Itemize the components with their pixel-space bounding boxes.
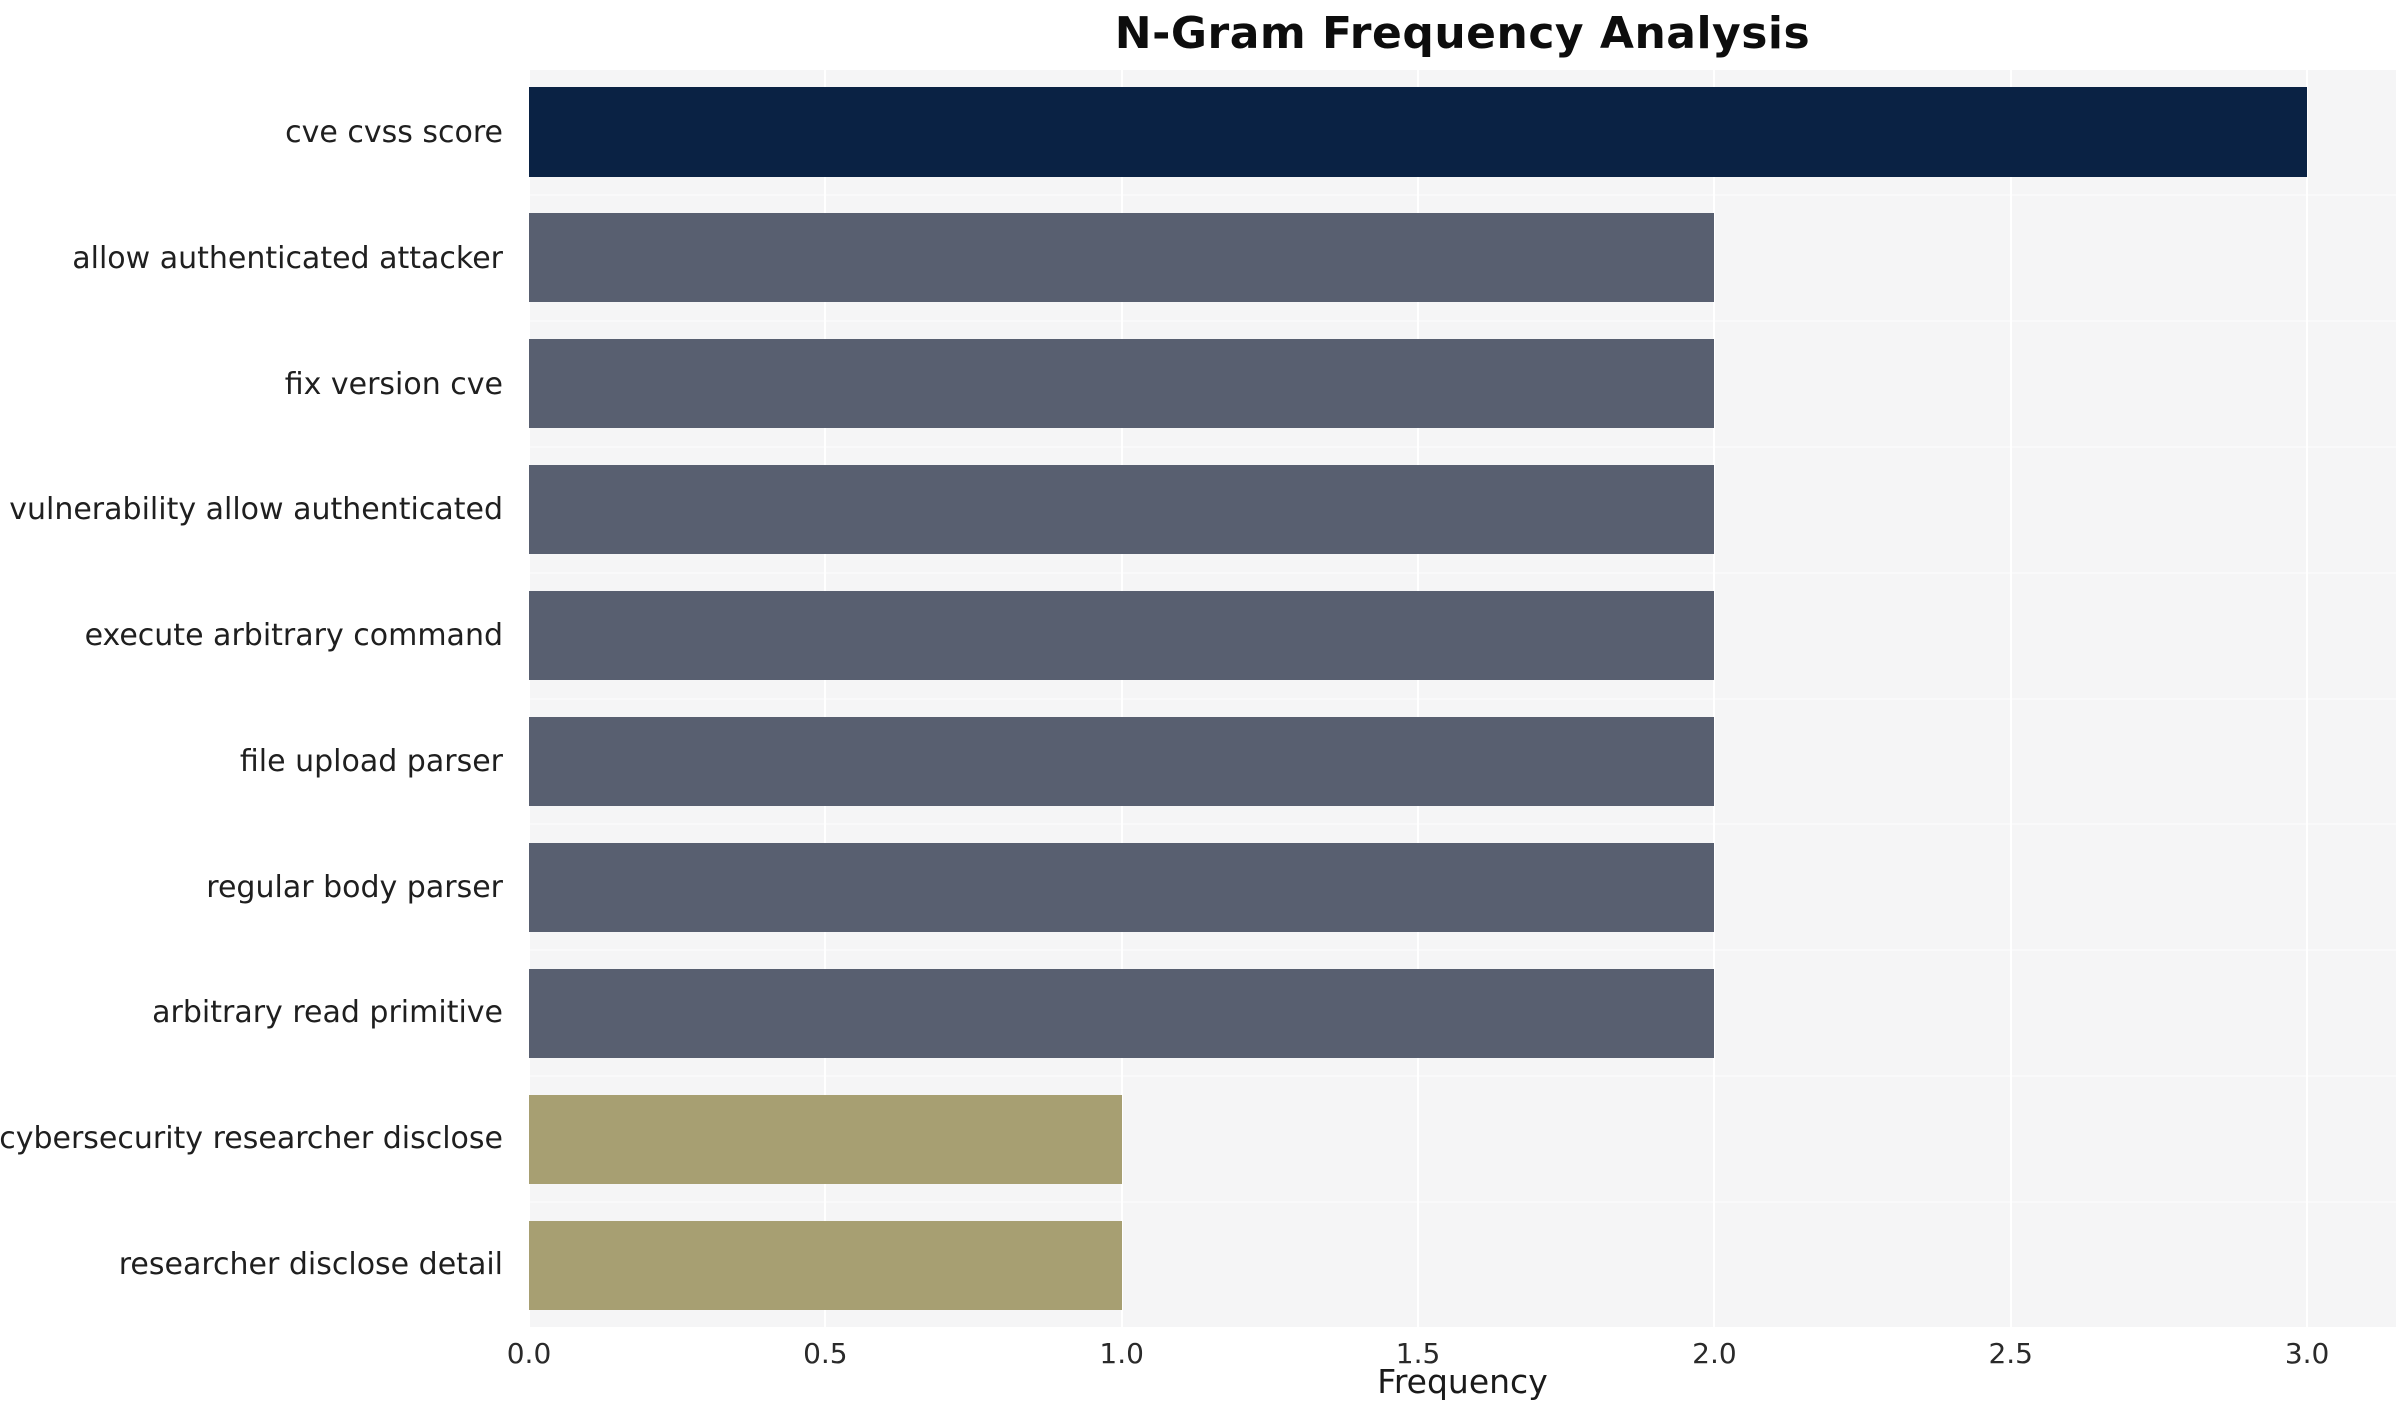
bar-row <box>529 1075 2396 1201</box>
gridline <box>1120 70 1123 1327</box>
gridline <box>824 70 827 1327</box>
x-tick-label: 2.0 <box>1692 1337 1737 1370</box>
bar <box>529 1220 1122 1310</box>
x-tick-label: 0.0 <box>506 1337 552 1370</box>
bar-series <box>529 70 2396 1327</box>
category-label: researcher disclose detail <box>118 1246 503 1282</box>
category-label: execute arbitrary command <box>84 618 503 654</box>
category-label: cybersecurity researcher disclose <box>0 1120 503 1156</box>
bar-row <box>529 70 2396 194</box>
bar-row <box>529 1201 2396 1327</box>
bar-row <box>529 319 2396 446</box>
bar-row <box>529 445 2396 572</box>
gridline <box>2009 70 2012 1327</box>
category-label: allow authenticated attacker <box>72 241 503 277</box>
category-label: file upload parser <box>239 743 503 779</box>
category-label: vulnerability allow authenticated <box>9 492 503 528</box>
category-label: fix version cve <box>284 366 503 402</box>
y-axis-category-labels: cve cvss score allow authenticated attack… <box>0 70 517 1327</box>
bar <box>529 465 1715 555</box>
gridline <box>1713 70 1716 1327</box>
category-label: regular body parser <box>206 869 503 905</box>
x-tick-label: 3.0 <box>2284 1337 2330 1370</box>
bar <box>529 716 1715 807</box>
bar-row <box>529 571 2396 698</box>
gridline <box>1417 70 1420 1327</box>
bar <box>529 87 2308 177</box>
chart-title: N-Gram Frequency Analysis <box>1114 8 1811 59</box>
x-tick-label: 2.5 <box>1988 1337 2033 1370</box>
bar <box>529 842 1715 932</box>
bar <box>529 1094 1122 1184</box>
category-label: arbitrary read primitive <box>152 995 503 1031</box>
bar-row <box>529 193 2396 320</box>
plot-area <box>528 70 2396 1327</box>
bar <box>529 213 1715 303</box>
bar <box>529 590 1715 681</box>
x-tick-label: 1.5 <box>1395 1337 1441 1370</box>
bar <box>529 339 1715 429</box>
gridline <box>2306 70 2309 1327</box>
category-label: cve cvss score <box>285 115 503 151</box>
x-tick-label: 0.5 <box>803 1337 848 1370</box>
bar <box>529 968 1715 1058</box>
x-axis-label: Frequency <box>1377 1362 1548 1401</box>
bar-row <box>529 697 2396 824</box>
x-tick-label: 1.0 <box>1099 1337 1144 1370</box>
bar-row <box>529 823 2396 949</box>
bar-row <box>529 949 2396 1075</box>
x-axis: 0.0 0.5 1.0 1.5 2.0 2.5 3.0 <box>507 1327 2396 1373</box>
gridline <box>528 70 530 1327</box>
